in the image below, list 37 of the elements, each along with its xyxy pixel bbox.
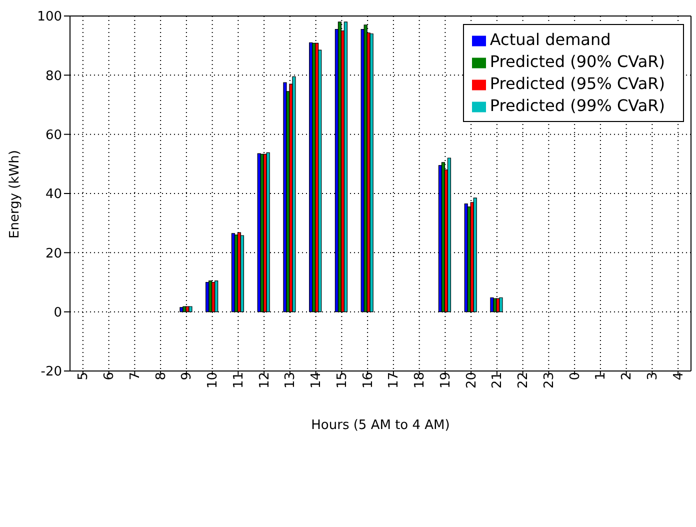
x-tick-label: 1 <box>594 372 609 380</box>
y-tick-label: 60 <box>45 128 62 143</box>
x-tick-label: 3 <box>645 372 660 380</box>
x-tick-label: 21 <box>490 372 506 389</box>
legend-label: Actual demand <box>490 30 611 49</box>
x-tick-label: 15 <box>334 372 350 389</box>
x-tick-label: 20 <box>464 372 480 389</box>
legend-label: Predicted (95% CVaR) <box>490 74 665 93</box>
x-tick-label: 7 <box>128 372 143 380</box>
x-axis-title: Hours (5 AM to 4 AM) <box>311 418 450 433</box>
x-tick-label: 14 <box>309 372 324 389</box>
x-tick-label: 9 <box>180 372 195 380</box>
x-tick-label: 17 <box>386 372 402 389</box>
x-tick-label: 22 <box>516 372 532 389</box>
y-tick-label: -20 <box>40 364 62 380</box>
x-tick-label: 5 <box>76 372 92 380</box>
x-tick-label: 2 <box>620 372 635 380</box>
x-tick-label: 13 <box>283 372 298 389</box>
x-tick-label: 11 <box>231 372 246 389</box>
x-tick-label: 19 <box>438 372 454 389</box>
x-tick-label: 23 <box>542 372 557 389</box>
y-tick-label: 20 <box>45 246 62 262</box>
y-axis-title: Energy (kWh) <box>8 150 23 238</box>
x-tick-label: 8 <box>154 372 169 380</box>
x-tick-label: 6 <box>102 372 118 380</box>
y-tick-label: 100 <box>37 10 62 25</box>
x-tick-label: 12 <box>257 372 272 389</box>
y-tick-label: 40 <box>45 187 62 202</box>
y-tick-label: 80 <box>45 68 62 84</box>
x-tick-label: 16 <box>360 372 376 389</box>
x-tick-label: 10 <box>206 372 221 389</box>
x-tick-label: 0 <box>568 372 583 380</box>
x-tick-label: 4 <box>671 372 686 380</box>
y-tick-label: 0 <box>54 305 62 320</box>
x-tick-label: 18 <box>412 372 428 389</box>
legend-label: Predicted (90% CVaR) <box>490 52 665 71</box>
legend-label: Predicted (99% CVaR) <box>490 96 665 115</box>
